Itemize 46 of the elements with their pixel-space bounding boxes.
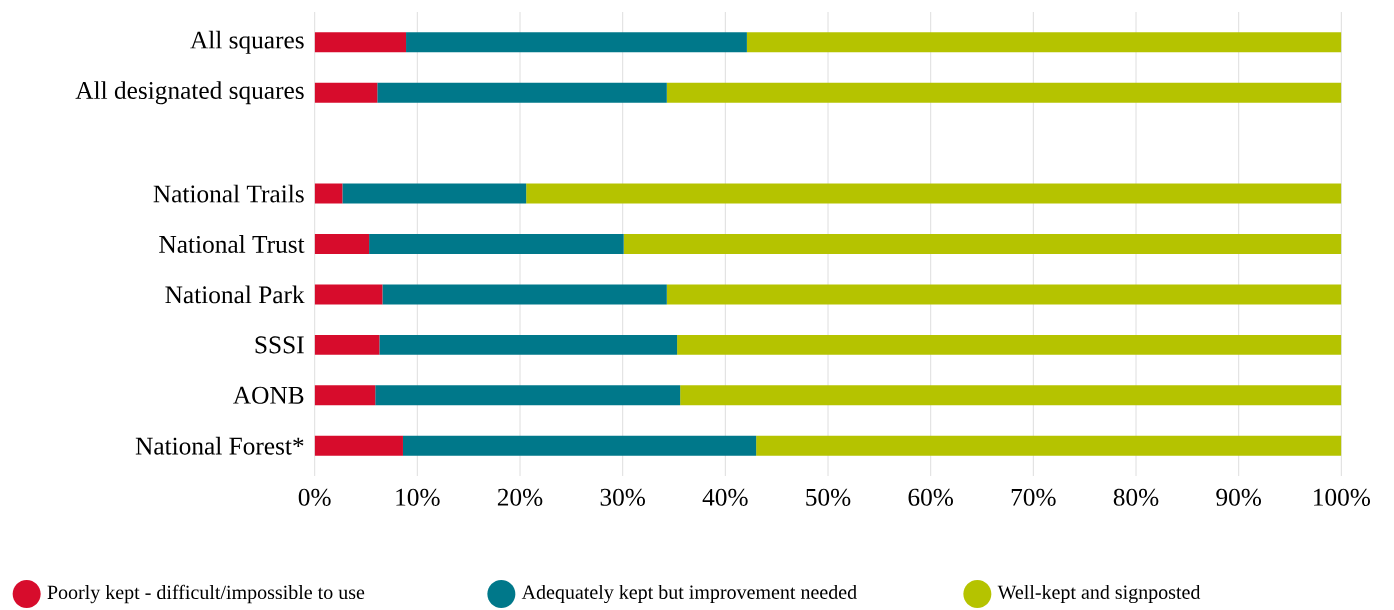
bar: [623, 234, 1342, 255]
bar: [314, 334, 380, 355]
bar: [375, 385, 681, 406]
bar: [680, 385, 1342, 406]
bar: [379, 334, 678, 355]
bar: [677, 334, 1342, 355]
bar: [402, 435, 757, 456]
y-tick-label: AONB: [233, 386, 304, 404]
bar: [756, 435, 1342, 456]
x-tick-label: 10%: [396, 488, 440, 506]
bar: [342, 183, 527, 204]
bar: [406, 32, 747, 53]
bar: [314, 234, 370, 255]
x-tick-label: 70%: [1011, 488, 1056, 506]
x-tick-label: 60%: [908, 488, 954, 506]
x-tick-label: 80%: [1113, 488, 1159, 506]
y-tick-label: National Forest*: [135, 436, 304, 455]
y-tick-label: All squares: [190, 30, 304, 54]
y-tick-label: National Park: [165, 285, 305, 304]
x-tick-label: 100%: [1314, 488, 1371, 506]
bar: [666, 284, 1342, 305]
y-tick-label: All designated squares: [75, 81, 304, 105]
y-tick-label: SSSI: [255, 336, 304, 354]
bar: [746, 32, 1342, 53]
bar: [314, 435, 403, 456]
bar: [666, 82, 1342, 103]
y-tick-label: National Trails: [153, 184, 304, 203]
legend-label: Well-kept and signposted: [997, 584, 1201, 604]
bar: [382, 284, 667, 305]
x-tick-label: 0%: [298, 488, 331, 506]
bar: [369, 234, 624, 255]
x-tick-label: 40%: [702, 488, 748, 506]
bar: [314, 82, 378, 103]
legend-label: Poorly kept - difficult/impossible to use: [47, 584, 365, 604]
bar: [314, 32, 407, 53]
x-tick-label: 20%: [497, 488, 543, 506]
x-tick-label: 30%: [600, 488, 646, 506]
bar: [314, 385, 376, 406]
bar: [377, 82, 667, 103]
y-tick-label: National Trust: [159, 235, 305, 253]
bar: [314, 284, 383, 305]
x-tick-label: 50%: [806, 488, 851, 506]
bar: [526, 183, 1342, 204]
legend-label: Adequately kept but improvement needed: [521, 584, 857, 604]
bar: [314, 183, 343, 204]
x-tick-label: 90%: [1216, 488, 1262, 506]
